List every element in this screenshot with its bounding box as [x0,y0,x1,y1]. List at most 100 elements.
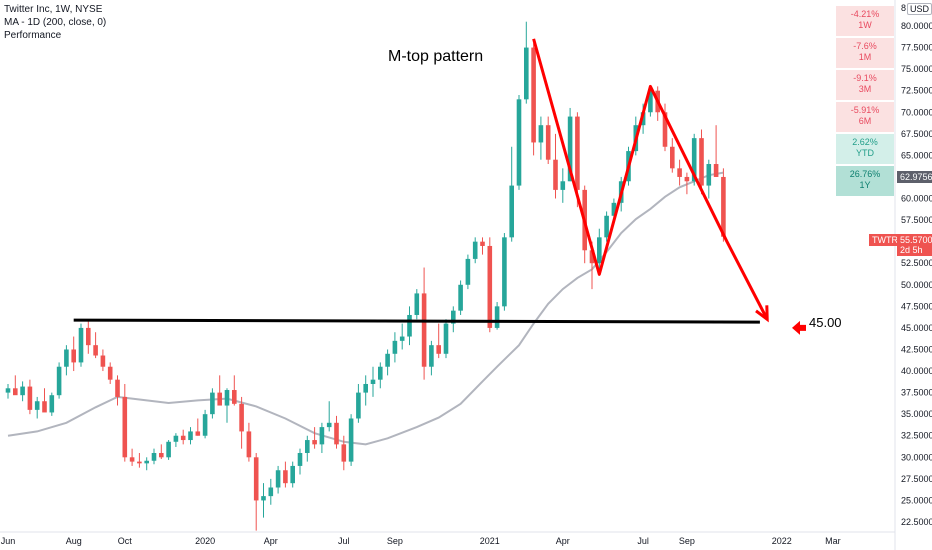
candle-body [531,47,536,143]
candle-body [283,470,288,484]
performance-label[interactable]: Performance [4,30,62,41]
ticker-tag: TWTR [869,234,901,246]
ma-indicator-label[interactable]: MA - 1D (200, close, 0) [4,17,107,28]
candle [319,422,325,453]
candle [34,396,40,419]
price-tick-label: 80.0000 [901,21,932,31]
price-axis[interactable]: 80.0000 77.5000 75.0000 72.5000 70.0000 67.50… [894,0,932,550]
candle [545,116,551,165]
candle [56,362,62,399]
candle-body [159,452,164,458]
price-tick-label: 37.5000 [901,388,932,398]
candle-body [144,460,149,464]
candle [261,483,266,518]
time-tick-label: Aug [66,536,82,546]
current-price-value: 55.5700 [900,235,932,245]
bar-countdown: 2d 5h [900,245,923,255]
candle-body [502,237,507,307]
m-top-path[interactable] [532,38,769,320]
candle-body [553,159,558,190]
candle [407,306,412,346]
candle-body [648,90,653,113]
performance-cell: 2.62% YTD [836,134,894,164]
candle-body [356,392,361,419]
candle [465,254,471,290]
candle [370,366,376,397]
candle-body [202,414,208,436]
candle-body [305,440,310,453]
candle-body [677,168,682,177]
candle [721,168,726,242]
performance-period: 1Y [859,180,871,190]
candle-body [71,349,76,363]
candle-body [42,401,47,413]
time-tick-label: Mar [825,536,841,546]
symbol-title[interactable]: Twitter Inc, 1W, NYSE [4,4,103,15]
candle-body [465,258,471,285]
candle [670,138,675,173]
candle [49,392,55,416]
candle [27,379,33,415]
candle-body [560,181,566,190]
price-tick-label: 40.0000 [901,366,932,376]
candle [100,349,106,372]
time-tick-label: Sep [679,536,695,546]
candle [159,444,164,460]
candle [538,116,544,160]
price-tick-label: 57.5000 [901,215,932,225]
candle [232,375,237,406]
candle [144,457,149,471]
candle [239,396,244,449]
candle-body [699,138,704,186]
performance-cell: -4.21% 1W [836,6,894,36]
candle-body [713,164,719,177]
candle [385,349,390,376]
performance-cell: -7.6% 1M [836,38,894,68]
time-axis[interactable]: Jun Aug Oct 2020 Apr Jul Sep 2021 Apr Jul Sep 2022 M… [0,531,895,546]
candle [217,375,222,406]
candle-body [78,327,84,363]
candle-body [49,395,55,413]
candle [71,336,76,372]
candle [509,146,514,242]
candle-body [334,422,339,445]
candle [436,323,441,359]
candle [472,237,478,264]
price-tick-label: 30.0000 [901,452,932,462]
candle-body [261,496,266,501]
candle [107,362,113,384]
chart-legend: Twitter Inc, 1W, NYSE MA - 1D (200, clos… [4,3,106,42]
candle [713,125,719,177]
currency-button[interactable]: USD [907,3,932,15]
candle [356,383,361,423]
candle-body [662,112,668,147]
candle [531,43,536,156]
performance-value: -4.21% [850,9,880,19]
candle-body [399,336,405,341]
candle [210,388,215,419]
candle [429,340,434,376]
candle-body [5,388,11,393]
performance-period: YTD [856,148,874,158]
candle [326,401,332,432]
price-tick-label: 52.5000 [901,258,932,268]
candle [414,289,420,320]
neckline-support-line[interactable] [73,318,760,324]
price-tick-label: 72.5000 [901,86,932,96]
candle [378,362,383,389]
candle-body [451,310,456,324]
candle-body [721,176,726,237]
candle-body [567,116,573,182]
candle-body [538,125,544,143]
candle [494,302,500,330]
candle [348,414,354,466]
time-tick-label: 2021 [480,536,500,546]
candle-body [385,353,390,367]
candle [502,233,507,311]
candle [180,429,186,445]
candle-body [348,418,354,462]
current-price-tag: 55.5700 2d 5h [897,234,932,256]
candle-body [173,435,179,442]
candle-body [443,323,449,354]
